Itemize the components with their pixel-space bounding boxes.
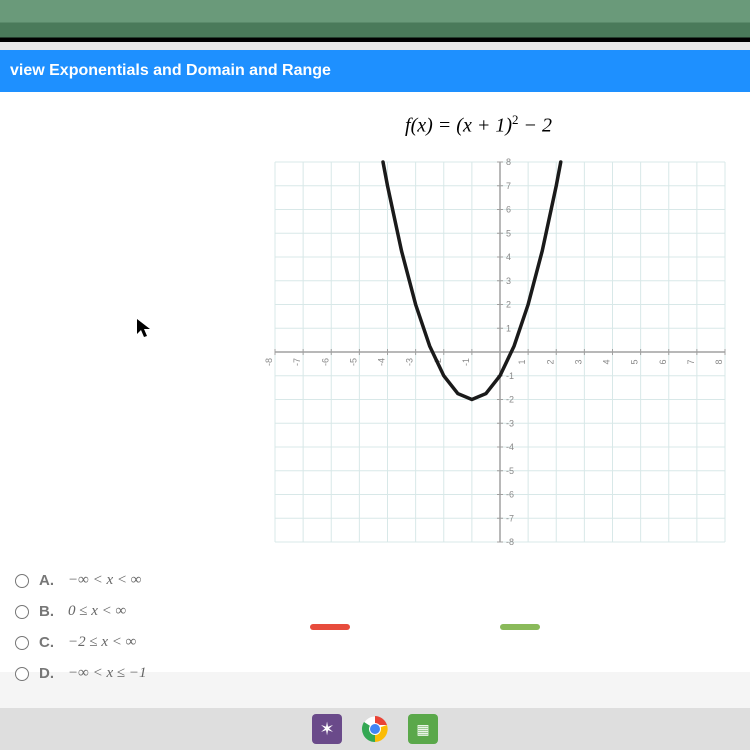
- answer-option-d[interactable]: D. −∞ < x ≤ −1: [15, 665, 146, 682]
- accent-green: [500, 624, 540, 630]
- svg-text:-3: -3: [506, 418, 514, 428]
- svg-text:6: 6: [658, 359, 668, 364]
- answer-text: −∞ < x ≤ −1: [68, 665, 146, 682]
- answer-option-c[interactable]: C. −2 ≤ x < ∞: [15, 634, 146, 651]
- svg-text:-8: -8: [265, 358, 274, 366]
- svg-text:1: 1: [517, 359, 527, 364]
- svg-text:3: 3: [506, 276, 511, 286]
- svg-text:5: 5: [506, 228, 511, 238]
- answer-letter: A.: [39, 572, 54, 589]
- svg-text:-7: -7: [506, 513, 514, 523]
- svg-text:-5: -5: [506, 466, 514, 476]
- svg-text:3: 3: [573, 359, 583, 364]
- svg-text:8: 8: [506, 157, 511, 167]
- svg-text:6: 6: [506, 205, 511, 215]
- parabola-graph: -8-7-6-5-4-3-2-112345678-8-7-6-5-4-3-2-1…: [265, 152, 735, 552]
- answer-letter: C.: [39, 634, 54, 651]
- answer-letter: D.: [39, 665, 54, 682]
- lesson-header: view Exponentials and Domain and Range: [0, 50, 750, 92]
- answer-option-b[interactable]: B. 0 ≤ x < ∞: [15, 603, 146, 620]
- svg-text:-8: -8: [506, 537, 514, 547]
- accent-red: [310, 624, 350, 630]
- svg-text:2: 2: [545, 359, 555, 364]
- svg-text:-2: -2: [506, 395, 514, 405]
- svg-text:2: 2: [506, 300, 511, 310]
- taskbar: ✶ ▦: [0, 708, 750, 750]
- answer-choices: A. −∞ < x < ∞ B. 0 ≤ x < ∞ C. −2 ≤ x < ∞…: [15, 572, 146, 696]
- radio-c[interactable]: [15, 636, 29, 650]
- svg-text:8: 8: [714, 359, 724, 364]
- radio-d[interactable]: [15, 667, 29, 681]
- svg-text:7: 7: [506, 181, 511, 191]
- answer-text: 0 ≤ x < ∞: [68, 603, 126, 620]
- svg-text:7: 7: [686, 359, 696, 364]
- cursor-icon: [135, 317, 153, 345]
- answer-text: −∞ < x < ∞: [68, 572, 141, 589]
- svg-text:-4: -4: [377, 358, 387, 366]
- question-panel: f(x) = (x + 1)2 − 2 -8 -7 -6 -5 -4 -3 -2 -1 1 2 3 4…: [0, 92, 750, 672]
- app-icon[interactable]: ✶: [312, 714, 342, 744]
- answer-option-a[interactable]: A. −∞ < x < ∞: [15, 572, 146, 589]
- answer-letter: B.: [39, 603, 54, 620]
- radio-b[interactable]: [15, 605, 29, 619]
- answer-text: −2 ≤ x < ∞: [68, 634, 136, 651]
- svg-text:5: 5: [630, 359, 640, 364]
- svg-text:-6: -6: [320, 358, 330, 366]
- header-title: view Exponentials and Domain and Range: [10, 62, 331, 79]
- graph: -8-7-6-5-4-3-2-112345678-8-7-6-5-4-3-2-1…: [265, 152, 735, 552]
- svg-text:-3: -3: [405, 358, 415, 366]
- office-icon[interactable]: ▦: [408, 714, 438, 744]
- svg-text:-1: -1: [506, 371, 514, 381]
- svg-text:-5: -5: [348, 358, 358, 366]
- svg-text:1: 1: [506, 323, 511, 333]
- chrome-icon[interactable]: [360, 714, 390, 744]
- radio-a[interactable]: [15, 574, 29, 588]
- svg-text:4: 4: [602, 359, 612, 364]
- function-equation: f(x) = (x + 1)2 − 2: [405, 112, 552, 138]
- svg-text:-7: -7: [292, 358, 302, 366]
- svg-text:-6: -6: [506, 490, 514, 500]
- svg-text:-1: -1: [461, 358, 471, 366]
- svg-text:4: 4: [506, 252, 511, 262]
- svg-text:-4: -4: [506, 442, 514, 452]
